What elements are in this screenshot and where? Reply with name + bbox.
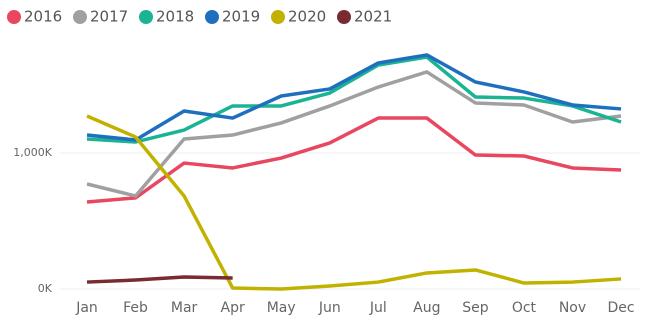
series-line bbox=[86, 70, 622, 198]
legend-marker bbox=[7, 10, 21, 24]
series-line bbox=[86, 114, 622, 291]
x-tick-label: Jan bbox=[75, 300, 98, 316]
series-line bbox=[86, 53, 622, 142]
x-tick-label: Feb bbox=[123, 300, 148, 316]
legend-label: 2016 bbox=[24, 8, 62, 26]
legend-label: 2018 bbox=[156, 8, 194, 26]
legend-label: 2017 bbox=[90, 8, 128, 26]
x-tick-label: Oct bbox=[512, 300, 537, 316]
x-tick-label: Nov bbox=[559, 300, 586, 316]
x-tick-label: Jul bbox=[369, 300, 387, 316]
legend-label: 2019 bbox=[222, 8, 260, 26]
y-tick-label: 1,000K bbox=[13, 146, 52, 159]
x-tick-label: Sep bbox=[462, 300, 489, 316]
legend-marker bbox=[271, 10, 285, 24]
legend-marker bbox=[337, 10, 351, 24]
legend-marker bbox=[205, 10, 219, 24]
legend-marker bbox=[139, 10, 153, 24]
x-tick-label: Dec bbox=[608, 300, 635, 316]
x-tick-label: Apr bbox=[221, 300, 245, 316]
legend-label: 2020 bbox=[288, 8, 326, 26]
legend-marker bbox=[73, 10, 87, 24]
series-line bbox=[86, 116, 622, 204]
x-tick-label: Jun bbox=[318, 300, 341, 316]
y-tick-label: 0K bbox=[38, 282, 53, 295]
series-line bbox=[86, 275, 233, 284]
x-tick-label: Aug bbox=[413, 300, 440, 316]
x-tick-label: Mar bbox=[171, 300, 198, 316]
legend-label: 2021 bbox=[354, 8, 392, 26]
x-tick-label: May bbox=[267, 300, 296, 316]
series-line bbox=[86, 55, 622, 144]
